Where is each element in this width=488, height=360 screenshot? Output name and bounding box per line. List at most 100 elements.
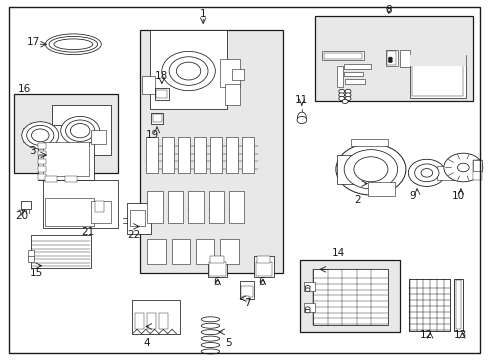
Text: 2: 2: [354, 195, 360, 204]
Text: 17: 17: [27, 37, 40, 47]
Circle shape: [387, 57, 391, 60]
Circle shape: [162, 51, 215, 91]
Text: 11: 11: [295, 95, 308, 105]
Bar: [194, 137, 205, 173]
Bar: [14, 94, 118, 173]
Bar: [38, 125, 94, 180]
Circle shape: [345, 89, 350, 94]
Bar: [38, 151, 45, 157]
Bar: [130, 210, 144, 226]
Circle shape: [353, 157, 387, 182]
Bar: [242, 137, 254, 173]
Bar: [351, 139, 387, 146]
Bar: [312, 269, 387, 325]
Bar: [207, 256, 227, 277]
Bar: [209, 262, 225, 276]
Text: 8: 8: [385, 5, 391, 15]
Bar: [142, 76, 154, 94]
Bar: [162, 137, 174, 173]
Text: 1: 1: [200, 9, 206, 19]
Bar: [208, 191, 224, 223]
Circle shape: [61, 116, 100, 145]
Bar: [140, 30, 283, 273]
Text: 7: 7: [243, 298, 250, 308]
Bar: [209, 137, 222, 173]
Ellipse shape: [201, 323, 219, 328]
Circle shape: [443, 153, 482, 182]
Bar: [455, 280, 460, 329]
Circle shape: [420, 168, 432, 177]
Bar: [241, 286, 252, 297]
Circle shape: [344, 150, 397, 189]
Bar: [453, 279, 462, 331]
Bar: [95, 202, 104, 212]
Ellipse shape: [45, 34, 101, 55]
Bar: [220, 239, 238, 264]
Bar: [171, 239, 190, 264]
Circle shape: [70, 123, 90, 138]
Circle shape: [169, 57, 207, 85]
Bar: [399, 50, 409, 67]
Circle shape: [27, 125, 54, 145]
Bar: [242, 296, 249, 300]
Bar: [126, 203, 151, 234]
Bar: [91, 130, 106, 144]
Text: 21: 21: [81, 227, 94, 237]
Bar: [256, 256, 270, 263]
Text: 20: 20: [15, 211, 28, 221]
Bar: [131, 300, 180, 334]
Bar: [322, 51, 363, 60]
Bar: [42, 143, 89, 176]
Bar: [151, 113, 163, 123]
Bar: [436, 166, 453, 180]
Circle shape: [176, 62, 201, 80]
Text: 4: 4: [142, 338, 149, 347]
Bar: [411, 57, 462, 96]
Text: 13: 13: [453, 330, 467, 341]
Bar: [336, 66, 342, 87]
Bar: [239, 281, 254, 298]
Text: 9: 9: [408, 191, 415, 201]
Bar: [300, 260, 399, 332]
Bar: [228, 191, 244, 223]
Circle shape: [22, 122, 59, 149]
Bar: [159, 313, 168, 329]
Text: 3: 3: [30, 147, 36, 157]
Bar: [472, 160, 481, 180]
Bar: [64, 176, 77, 182]
Text: 14: 14: [331, 248, 345, 258]
Text: 10: 10: [451, 191, 464, 201]
Circle shape: [345, 96, 350, 101]
Bar: [145, 137, 158, 173]
Bar: [38, 174, 45, 180]
Circle shape: [338, 96, 344, 101]
Bar: [42, 180, 118, 228]
Circle shape: [305, 309, 309, 313]
Bar: [224, 84, 239, 105]
Bar: [336, 155, 356, 184]
Bar: [167, 191, 183, 223]
Circle shape: [296, 116, 306, 123]
Ellipse shape: [201, 342, 219, 347]
Circle shape: [345, 93, 350, 97]
Bar: [232, 69, 244, 80]
Bar: [254, 256, 273, 277]
Circle shape: [31, 129, 49, 142]
Bar: [52, 105, 111, 155]
Bar: [154, 88, 169, 100]
Bar: [45, 176, 57, 182]
Text: 18: 18: [155, 71, 168, 81]
Bar: [408, 279, 449, 331]
Bar: [255, 262, 272, 276]
Bar: [472, 160, 481, 171]
Bar: [303, 282, 314, 291]
Circle shape: [65, 120, 95, 141]
Bar: [30, 235, 91, 267]
Text: 5: 5: [225, 338, 232, 347]
Bar: [147, 191, 163, 223]
Bar: [409, 55, 465, 98]
Bar: [28, 250, 34, 257]
Text: 22: 22: [126, 230, 140, 240]
Bar: [149, 30, 227, 109]
Bar: [188, 191, 203, 223]
